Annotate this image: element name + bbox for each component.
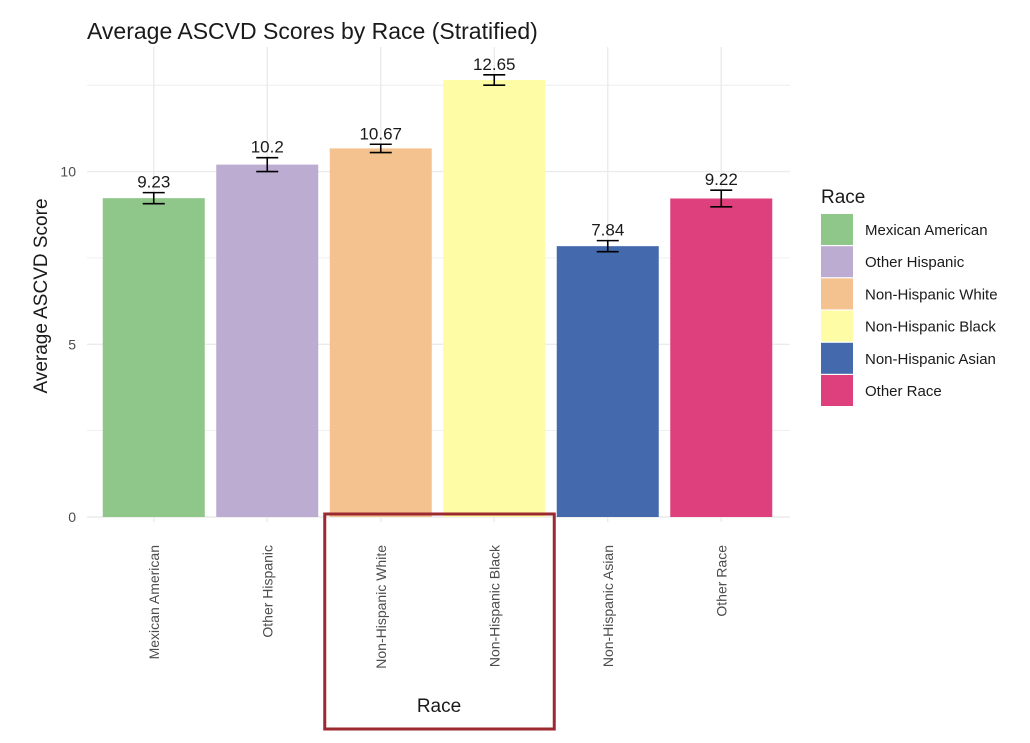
x-tick-label: Other Hispanic bbox=[259, 545, 275, 638]
legend-swatch bbox=[821, 214, 853, 245]
x-tick-label: Non-Hispanic Asian bbox=[600, 545, 616, 667]
legend-label: Other Hispanic bbox=[865, 254, 965, 271]
legend-label: Non-Hispanic Black bbox=[865, 319, 996, 336]
legend-item: Other Hispanic bbox=[821, 246, 965, 278]
error-bar bbox=[142, 191, 165, 205]
bar-other-hispanic bbox=[216, 164, 319, 518]
legend-label: Mexican American bbox=[865, 222, 988, 239]
data-label: 9.22 bbox=[705, 170, 738, 189]
bar-mexican-american bbox=[102, 198, 205, 518]
bar-non-hispanic-asian bbox=[556, 246, 659, 517]
x-tick-label: Mexican American bbox=[146, 545, 162, 659]
highlight-box bbox=[323, 512, 556, 731]
bar-non-hispanic-black bbox=[443, 80, 546, 517]
bars-layer bbox=[102, 80, 773, 518]
x-tick-label: Other Race bbox=[713, 545, 729, 617]
legend: Race Mexican American Other Hispanic Non-H… bbox=[821, 187, 998, 406]
y-tick-label: 5 bbox=[68, 336, 76, 352]
errorbar-layer bbox=[142, 74, 733, 253]
legend-swatch bbox=[821, 246, 853, 278]
error-bar bbox=[596, 239, 619, 253]
legend-item: Non-Hispanic Asian bbox=[821, 342, 996, 374]
data-label: 10.2 bbox=[251, 138, 284, 157]
legend-label: Non-Hispanic White bbox=[865, 286, 998, 303]
error-bar bbox=[483, 74, 506, 86]
y-tick-label: 0 bbox=[68, 509, 76, 525]
data-label-layer: 9.23 10.2 10.67 12.65 7.84 9.22 bbox=[137, 55, 738, 240]
data-label: 7.84 bbox=[591, 221, 624, 240]
chart-title: Average ASCVD Scores by Race (Stratified… bbox=[87, 18, 538, 44]
legend-swatch bbox=[821, 278, 853, 310]
bar-other-race bbox=[670, 198, 773, 517]
y-axis-title: Average ASCVD Score bbox=[31, 198, 52, 393]
legend-swatch bbox=[821, 375, 853, 406]
legend-label: Non-Hispanic Asian bbox=[865, 351, 996, 368]
data-label: 12.65 bbox=[473, 55, 516, 74]
x-tick-label: Non-Hispanic White bbox=[373, 545, 389, 669]
y-tick-label: 10 bbox=[60, 164, 76, 180]
legend-item: Non-Hispanic Black bbox=[821, 310, 996, 342]
x-axis: Mexican American Other Hispanic Non-Hispan… bbox=[146, 544, 730, 669]
data-label: 9.23 bbox=[137, 173, 170, 192]
error-bar bbox=[256, 156, 279, 173]
x-axis-title: Race bbox=[417, 696, 461, 717]
data-label: 10.67 bbox=[359, 124, 402, 143]
legend-title: Race bbox=[821, 187, 865, 208]
x-tick-label: Non-Hispanic Black bbox=[486, 544, 502, 667]
highlight-layer bbox=[323, 512, 556, 731]
error-bar bbox=[710, 189, 733, 208]
legend-swatch bbox=[821, 342, 853, 374]
legend-item: Non-Hispanic White bbox=[821, 278, 998, 310]
bar-non-hispanic-white bbox=[329, 148, 432, 517]
legend-swatch bbox=[821, 310, 853, 342]
y-axis: 0 5 10 bbox=[60, 164, 76, 525]
legend-label: Other Race bbox=[865, 383, 942, 400]
legend-item: Mexican American bbox=[821, 214, 988, 245]
legend-item: Other Race bbox=[821, 375, 942, 406]
error-bar bbox=[369, 143, 392, 154]
